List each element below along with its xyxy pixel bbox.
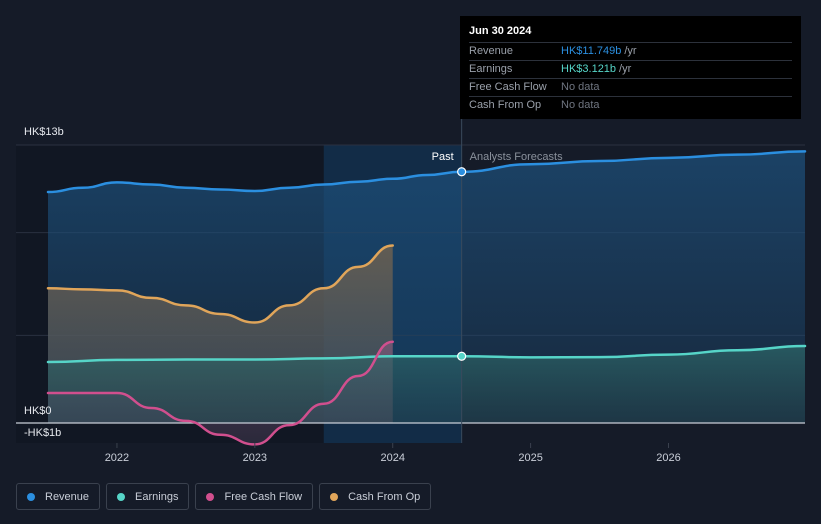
- x-tick-label: 2024: [380, 452, 404, 464]
- y-tick-label: HK$13b: [24, 126, 64, 138]
- legend-dot-icon: [206, 492, 215, 501]
- free-cash-flow-line: [46, 340, 394, 446]
- tooltip-row-cash-from-op: Cash From Op No data: [469, 97, 792, 114]
- chart-legend: Revenue Earnings Free Cash Flow Cash Fro…: [16, 483, 432, 510]
- tooltip-date: Jun 30 2024: [469, 24, 792, 43]
- tooltip-value: HK$3.121b: [561, 63, 617, 75]
- cash-from-op-line: [46, 244, 394, 324]
- tooltip-unit: /yr: [624, 45, 637, 57]
- legend-item-cash-from-op[interactable]: Cash From Op: [319, 483, 432, 510]
- legend-label: Earnings: [135, 490, 179, 503]
- x-tick-label: 2022: [105, 452, 129, 464]
- legend-dot-icon: [27, 492, 35, 501]
- forecast-label: Analysts Forecasts: [470, 151, 563, 163]
- legend-item-earnings[interactable]: Earnings: [106, 483, 190, 510]
- earnings-area: [48, 346, 805, 423]
- tooltip-label: Revenue: [469, 45, 514, 57]
- legend-dot-icon: [330, 492, 339, 501]
- tooltip-value: HK$11.749b: [561, 45, 622, 57]
- data-point-marker: [457, 167, 467, 177]
- x-tick-label: 2026: [656, 452, 680, 464]
- data-point-marker: [457, 351, 467, 361]
- legend-item-free-cash-flow[interactable]: Free Cash Flow: [195, 483, 314, 510]
- legend-label: Cash From Op: [348, 490, 421, 503]
- tooltip-label: Cash From Op: [469, 99, 542, 111]
- x-tick-label: 2025: [518, 452, 542, 464]
- legend-label: Revenue: [45, 490, 90, 503]
- y-tick-label: HK$0: [24, 405, 52, 417]
- legend-item-revenue[interactable]: Revenue: [16, 483, 101, 510]
- tooltip-row-revenue: Revenue HK$11.749b /yr: [469, 43, 792, 61]
- earnings-line: [46, 344, 807, 364]
- y-tick-label: -HK$1b: [24, 427, 61, 439]
- tooltip-row-free-cash-flow: Free Cash Flow No data: [469, 79, 792, 97]
- tooltip-value: No data: [561, 81, 600, 93]
- data-tooltip: Jun 30 2024 Revenue HK$11.749b /yr Earni…: [460, 16, 801, 119]
- tooltip-value: No data: [561, 99, 600, 111]
- x-tick-label: 2023: [243, 452, 267, 464]
- tooltip-row-earnings: Earnings HK$3.121b /yr: [469, 61, 792, 79]
- financial-chart: Past Analysts Forecasts HK$13b HK$0 -HK$1b 20…: [16, 16, 807, 464]
- legend-dot-icon: [117, 492, 126, 501]
- past-label: Past: [432, 151, 454, 163]
- revenue-line: [46, 150, 807, 194]
- tooltip-label: Free Cash Flow: [469, 81, 547, 93]
- tooltip-unit: /yr: [619, 63, 632, 75]
- legend-label: Free Cash Flow: [224, 490, 303, 503]
- tooltip-label: Earnings: [469, 63, 513, 75]
